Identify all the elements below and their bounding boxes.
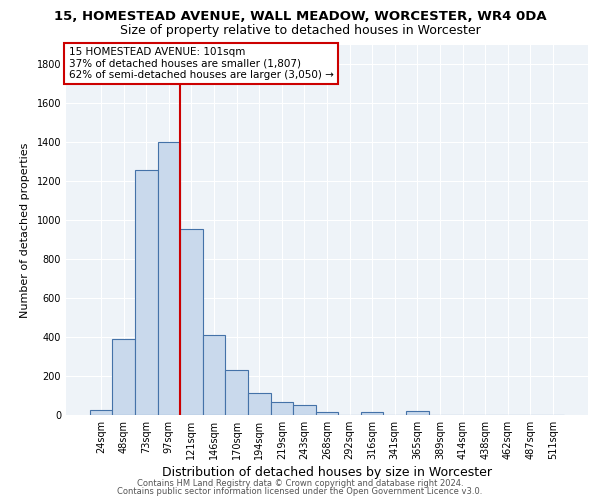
Bar — [203, 335, 226, 415]
Bar — [316, 412, 338, 415]
X-axis label: Distribution of detached houses by size in Worcester: Distribution of detached houses by size … — [162, 466, 492, 479]
Bar — [226, 370, 248, 415]
Text: Contains HM Land Registry data © Crown copyright and database right 2024.: Contains HM Land Registry data © Crown c… — [137, 478, 463, 488]
Text: 15 HOMESTEAD AVENUE: 101sqm
37% of detached houses are smaller (1,807)
62% of se: 15 HOMESTEAD AVENUE: 101sqm 37% of detac… — [68, 47, 334, 80]
Y-axis label: Number of detached properties: Number of detached properties — [20, 142, 29, 318]
Bar — [271, 402, 293, 415]
Bar — [293, 406, 316, 415]
Bar — [135, 170, 158, 415]
Text: 15, HOMESTEAD AVENUE, WALL MEADOW, WORCESTER, WR4 0DA: 15, HOMESTEAD AVENUE, WALL MEADOW, WORCE… — [53, 10, 547, 23]
Bar — [158, 142, 180, 415]
Bar — [406, 411, 428, 415]
Bar — [90, 410, 112, 415]
Text: Size of property relative to detached houses in Worcester: Size of property relative to detached ho… — [119, 24, 481, 37]
Bar — [180, 229, 203, 415]
Bar — [361, 412, 383, 415]
Text: Contains public sector information licensed under the Open Government Licence v3: Contains public sector information licen… — [118, 487, 482, 496]
Bar — [248, 392, 271, 415]
Bar — [112, 339, 135, 415]
